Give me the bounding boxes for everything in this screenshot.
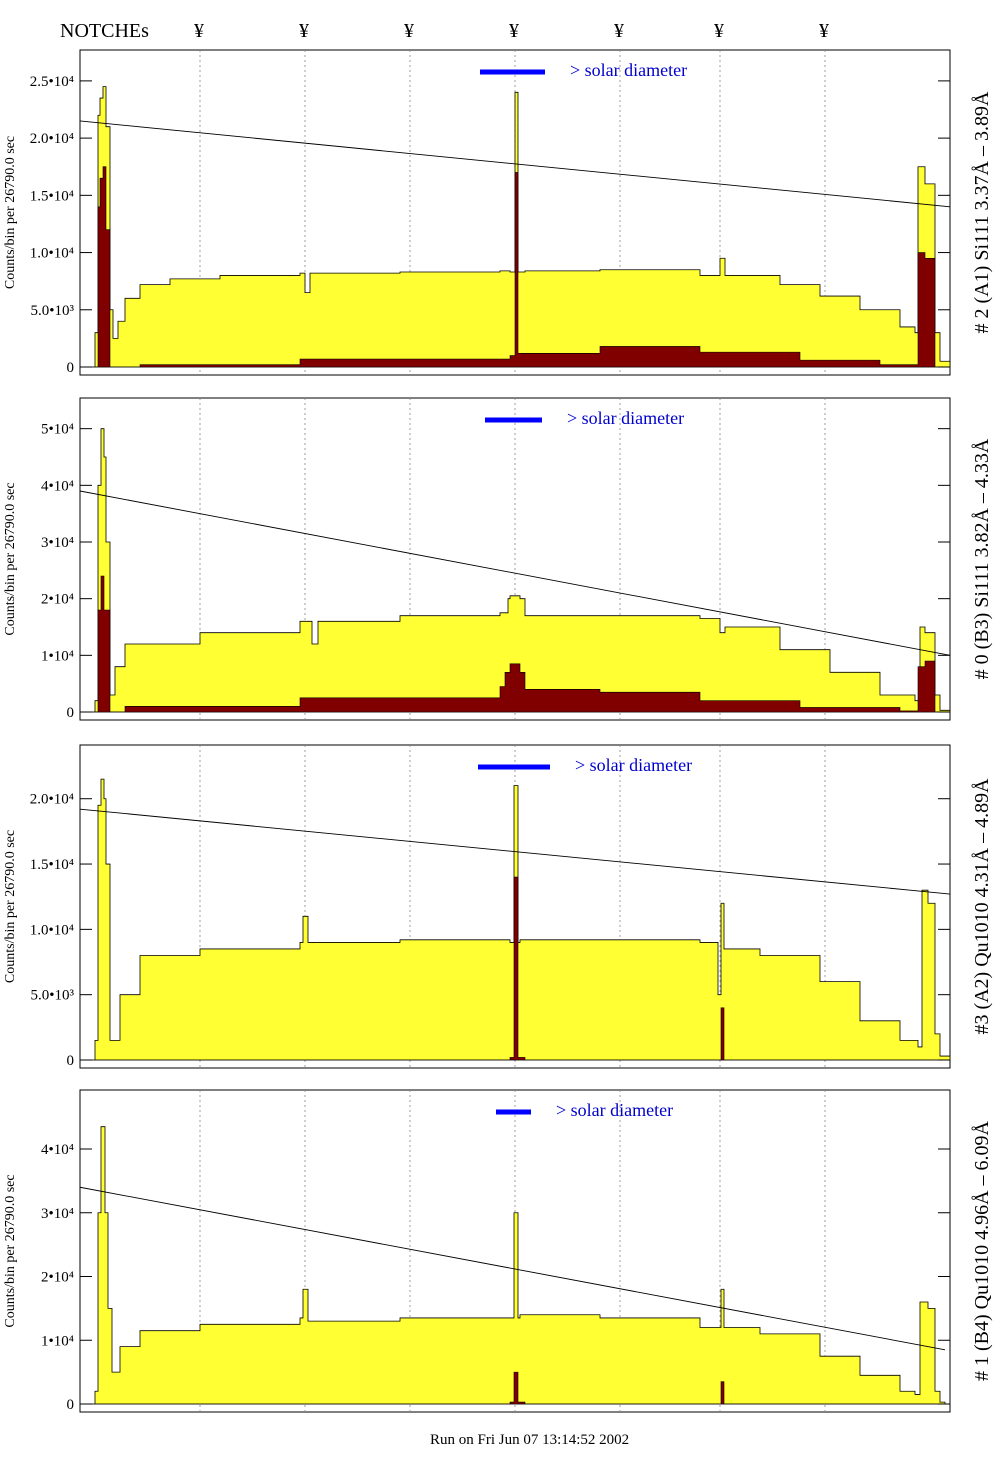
y-tick-label-4: 4•10⁴ [41, 1142, 74, 1158]
notch-marker-1: ¥ [299, 20, 309, 42]
spectrum-panel-2: 0 5.0•10³ 1.0•10⁴ 1.5•10⁴ 2.0•10⁴ Counts/bin … [3, 744, 993, 1069]
notch-marker-0: ¥ [194, 20, 204, 42]
y-tick-label-2: 1.0•10⁴ [30, 922, 74, 938]
component-counts-area [80, 1371, 945, 1405]
spectrum-panel-1: 0 1•10⁴ 2•10⁴ 3•10⁴ 4•10⁴ 5•10⁴ Counts/bin per… [3, 397, 993, 721]
y-tick-label-5: 2.5•10⁴ [30, 74, 74, 90]
y-tick-label-3: 1.5•10⁴ [30, 857, 74, 873]
y-tick-label-0: 0 [67, 1397, 75, 1413]
y-tick-label-4: 2.0•10⁴ [30, 792, 74, 808]
trend-line [79, 120, 951, 208]
solar-diameter-annotation: > solar diameter [556, 1100, 673, 1120]
panel-label: # 0 (B3) Si111 3.82Å – 4.33Å [971, 438, 993, 679]
component-counts-area [80, 166, 950, 368]
component-counts-area [80, 876, 950, 1061]
y-tick-label-5: 5•10⁴ [41, 422, 74, 438]
y-tick-label-0: 0 [67, 360, 75, 376]
y-tick-label-3: 3•10⁴ [41, 1206, 74, 1222]
notch-marker-6: ¥ [819, 20, 829, 42]
trend-line [79, 1186, 946, 1351]
total-counts-area [80, 428, 951, 713]
notches-label: NOTCHEs [60, 20, 149, 42]
y-axis-label: Counts/bin per 26790.0 sec [3, 830, 18, 983]
component-counts-area [80, 575, 950, 713]
y-tick-label-1: 5.0•10³ [31, 988, 75, 1004]
y-tick-label-4: 2.0•10⁴ [30, 131, 74, 147]
y-tick-label-3: 3•10⁴ [41, 535, 74, 551]
notch-marker-2: ¥ [404, 20, 414, 42]
y-tick-label-0: 0 [67, 1053, 75, 1069]
panel-label: # 1 (B4) Qu1010 4.96Å – 6.09Å [971, 1120, 993, 1381]
y-axis-label: Counts/bin per 26790.0 sec [3, 482, 18, 635]
y-axis-label: Counts/bin per 26790.0 sec [3, 136, 18, 289]
y-tick-label-3: 1.5•10⁴ [30, 188, 74, 204]
spectrum-panel-3: 0 1•10⁴ 2•10⁴ 3•10⁴ 4•10⁴ Counts/bin per 2679… [3, 1089, 993, 1413]
y-tick-label-2: 2•10⁴ [41, 592, 74, 608]
y-tick-label-0: 0 [67, 705, 75, 721]
trend-line [79, 490, 951, 656]
panel-label: #3 (A2) Qu1010 4.31Å – 4.89Å [971, 778, 993, 1035]
notch-marker-5: ¥ [714, 20, 724, 42]
notch-marker-3: ¥ [509, 20, 519, 42]
total-counts-area [80, 1126, 946, 1405]
solar-diameter-annotation: > solar diameter [575, 755, 692, 775]
panel-label: # 2 (A1) Si111 3.37Å – 3.89Å [971, 91, 993, 333]
y-tick-label-1: 1•10⁴ [41, 1333, 74, 1349]
spectrum-panel-0: 0 5.0•10³ 1.0•10⁴ 1.5•10⁴ 2.0•10⁴ 2.5•10⁴ Coun… [3, 49, 993, 376]
y-tick-label-2: 1.0•10⁴ [30, 246, 74, 262]
trend-line [79, 808, 951, 895]
notch-marker-4: ¥ [614, 20, 624, 42]
y-tick-label-4: 4•10⁴ [41, 478, 74, 494]
y-tick-label-1: 5.0•10³ [31, 303, 75, 319]
y-tick-label-1: 1•10⁴ [41, 648, 74, 664]
y-tick-label-2: 2•10⁴ [41, 1270, 74, 1286]
solar-diameter-annotation: > solar diameter [570, 60, 687, 80]
solar-diameter-annotation: > solar diameter [567, 408, 684, 428]
y-axis-label: Counts/bin per 26790.0 sec [3, 1174, 18, 1327]
footer-run-text: Run on Fri Jun 07 13:14:52 2002 [430, 1432, 630, 1448]
